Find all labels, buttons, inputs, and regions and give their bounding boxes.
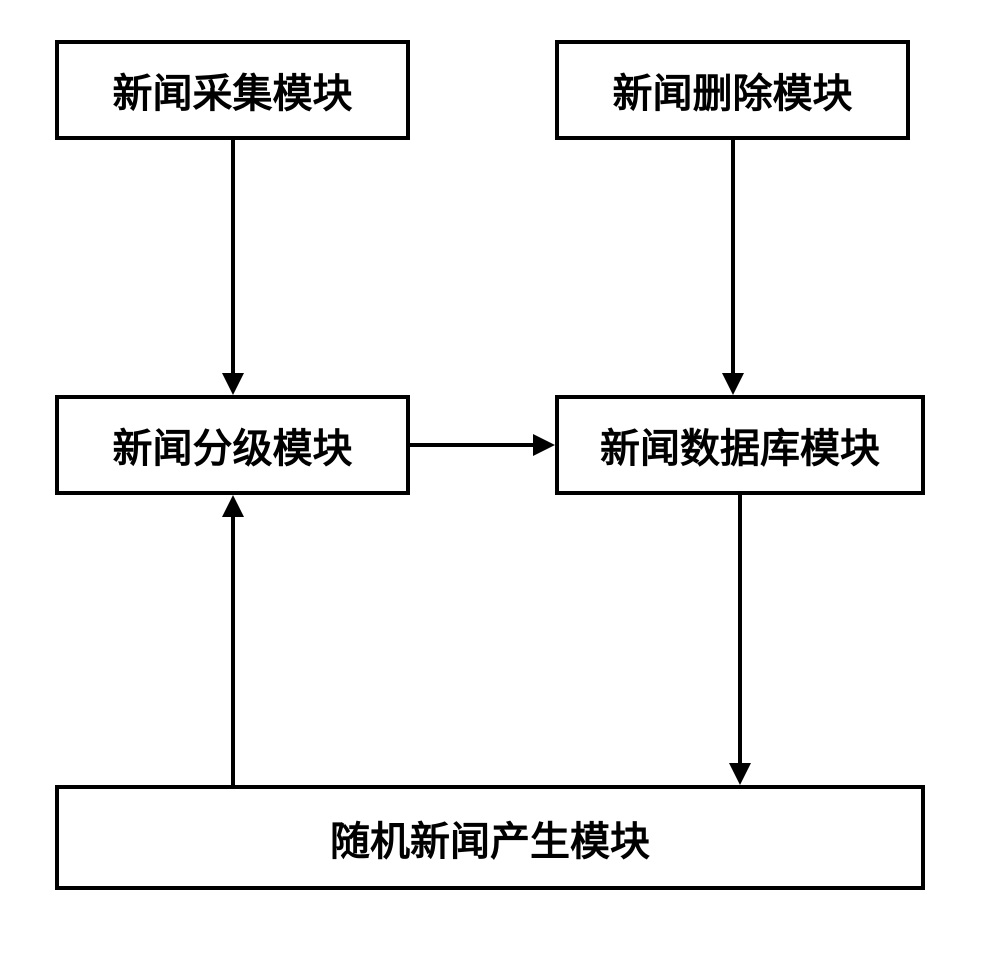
- node-classify: 新闻分级模块: [55, 395, 410, 495]
- arrow-head: [222, 373, 244, 395]
- node-database: 新闻数据库模块: [555, 395, 925, 495]
- edge-delete-database: [731, 140, 735, 373]
- node-label: 新闻分级模块: [113, 416, 353, 474]
- node-label: 随机新闻产生模块: [330, 809, 650, 867]
- node-delete: 新闻删除模块: [555, 40, 910, 140]
- edge-collect-classify: [231, 140, 235, 373]
- edge-random-classify: [231, 517, 235, 785]
- flowchart-canvas: 新闻采集模块 新闻删除模块新闻分级模块 新闻数据库模块随机新闻产生模块: [0, 0, 1000, 960]
- node-label: 新闻删除模块: [613, 61, 853, 119]
- edge-database-random: [738, 495, 742, 763]
- node-collect: 新闻采集模块: [55, 40, 410, 140]
- arrow-head: [722, 373, 744, 395]
- node-label: 新闻数据库模块: [600, 416, 880, 474]
- arrow-head: [533, 434, 555, 456]
- arrow-head: [729, 763, 751, 785]
- node-label: 新闻采集模块: [113, 61, 353, 119]
- arrow-head: [222, 495, 244, 517]
- node-random: 随机新闻产生模块: [55, 785, 925, 890]
- edge-classify-database: [410, 443, 533, 447]
